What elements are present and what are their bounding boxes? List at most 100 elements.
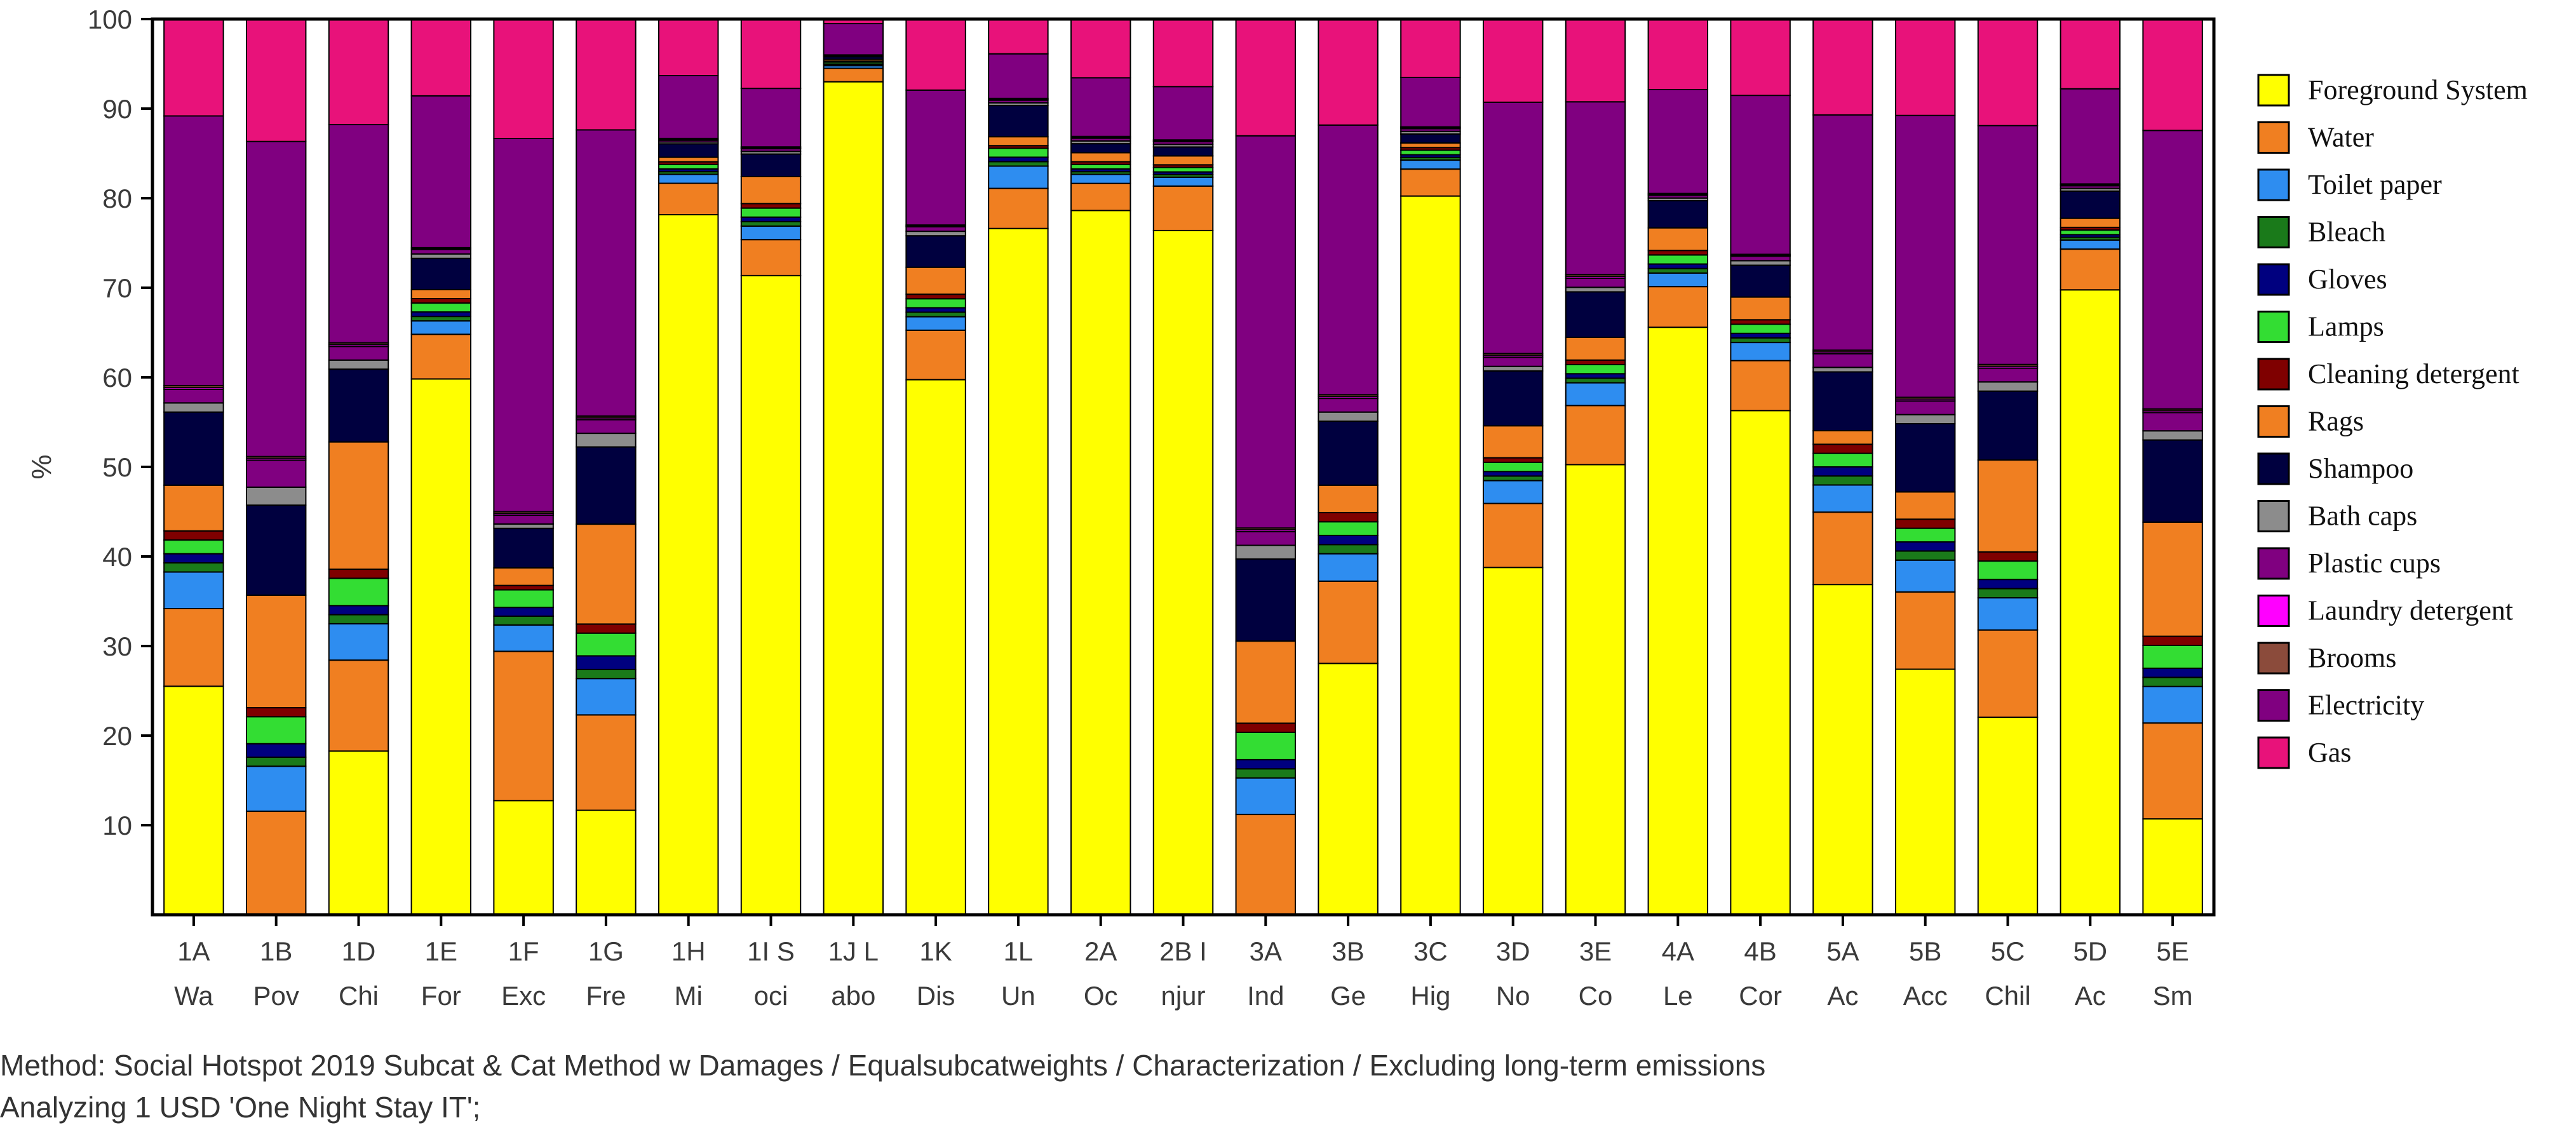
bar-segment — [1318, 421, 1379, 486]
bar-segment — [2142, 644, 2203, 669]
bar-segment — [1565, 377, 1626, 384]
bar-segment — [245, 707, 307, 718]
method-note: Method: Social Hotspot 2019 Subcat & Cat… — [0, 1049, 1766, 1082]
bar-segment — [988, 147, 1049, 158]
bar-segment — [576, 623, 637, 634]
x-tick-label-line1: 1K — [919, 936, 952, 966]
bar-segment — [740, 225, 802, 241]
bar-segment — [163, 553, 224, 564]
legend-swatch — [2257, 74, 2290, 107]
bar-segment — [905, 89, 966, 226]
bar-segment — [905, 379, 966, 915]
bar-segment — [657, 143, 719, 158]
legend-swatch — [2257, 358, 2290, 391]
bar-segment — [1977, 381, 2039, 392]
bar-segment — [1482, 461, 1544, 473]
bar-segment — [823, 23, 884, 56]
bar-segment — [905, 307, 966, 313]
bar-segment — [1977, 367, 2039, 383]
bar-segment — [410, 257, 472, 290]
bar-segment — [657, 18, 719, 77]
bar-segment — [1482, 471, 1544, 477]
x-tick-label-line2: Acc — [1903, 981, 1948, 1011]
bar-segment — [1647, 263, 1709, 269]
bar-segment — [1235, 640, 1297, 724]
bar-segment — [1730, 260, 1791, 266]
bar-segment — [410, 334, 472, 380]
x-tick-label-line1: 4B — [1744, 936, 1776, 966]
x-tick-label-line2: Chi — [339, 981, 379, 1011]
bar-segment — [1647, 327, 1709, 915]
bar-segment — [1565, 382, 1626, 407]
bar-segment — [740, 220, 802, 227]
bar-segment — [328, 368, 389, 443]
bar-segment — [2142, 412, 2203, 432]
bar-segment — [493, 650, 554, 802]
y-axis-label: % — [26, 454, 57, 479]
bar-segment — [576, 632, 637, 657]
bar-segment — [2060, 248, 2121, 291]
bar-segment — [328, 659, 389, 752]
bar-segment — [740, 203, 802, 209]
bar-segment — [988, 187, 1049, 229]
bar-segment — [576, 523, 637, 625]
y-tick-label: 100 — [88, 4, 132, 34]
bar-segment — [1482, 502, 1544, 569]
x-tick-label-line1: 3A — [1250, 936, 1282, 966]
bar-segment — [1482, 475, 1544, 482]
bar-segment — [1812, 584, 1873, 915]
bar-segment — [328, 359, 389, 370]
legend-swatch — [2257, 311, 2290, 343]
bar-segment — [2142, 521, 2203, 637]
bar-segment — [1730, 342, 1791, 361]
x-tick-label-line1: 3E — [1579, 936, 1612, 966]
bar-segment — [2142, 722, 2203, 820]
bar-segment — [1482, 457, 1544, 463]
bar-segment — [328, 614, 389, 624]
bar-segment — [1235, 530, 1297, 546]
bar-segment — [1400, 133, 1461, 144]
legend-swatch — [2257, 736, 2290, 769]
x-tick-label-line1: 1B — [260, 936, 292, 966]
bar-segment — [410, 253, 472, 259]
bar-segment — [1070, 163, 1131, 170]
x-tick-label-line2: Co — [1579, 981, 1613, 1011]
bar-segment — [1482, 480, 1544, 504]
legend-label: Gas — [2308, 737, 2351, 768]
bar-segment — [2142, 635, 2203, 646]
bar-segment — [245, 765, 307, 812]
bar-segment — [657, 163, 719, 170]
bar-segment — [1400, 142, 1461, 149]
x-tick-label-line1: 2A — [1084, 936, 1117, 966]
x-tick-label-line2: oci — [754, 981, 788, 1011]
legend-swatch — [2257, 595, 2290, 627]
x-tick-label-line1: 3B — [1332, 936, 1364, 966]
bar-segment — [1647, 227, 1709, 252]
legend-label: Gloves — [2308, 264, 2387, 295]
bar-segment — [1977, 560, 2039, 581]
x-tick-label-line2: Dis — [917, 981, 955, 1011]
bar-segment — [1894, 400, 1956, 415]
bar-segment — [1894, 527, 1956, 543]
bar-segment — [1730, 264, 1791, 298]
legend-label: Electricity — [2308, 690, 2424, 721]
bar-segment — [410, 298, 472, 304]
bar-segment — [1565, 18, 1626, 103]
bar-segment — [410, 18, 472, 97]
bar-segment — [740, 207, 802, 218]
bar-segment — [493, 616, 554, 626]
bar-segment — [1565, 464, 1626, 915]
legend-label: Bath caps — [2308, 501, 2417, 532]
bar-segment — [163, 608, 224, 687]
bar-segment — [1482, 370, 1544, 427]
bar-segment — [1318, 18, 1379, 126]
bar-segment — [1565, 101, 1626, 276]
bar-segment — [410, 248, 472, 255]
y-tick-label: 40 — [102, 542, 132, 572]
x-tick-label-line1: 1H — [671, 936, 706, 966]
x-tick-label-line2: Mi — [675, 981, 703, 1011]
x-tick-label-line2: No — [1496, 981, 1530, 1011]
bar-segment — [410, 316, 472, 322]
bar-segment — [1482, 356, 1544, 367]
x-tick-label-line1: 5C — [1991, 936, 2025, 966]
